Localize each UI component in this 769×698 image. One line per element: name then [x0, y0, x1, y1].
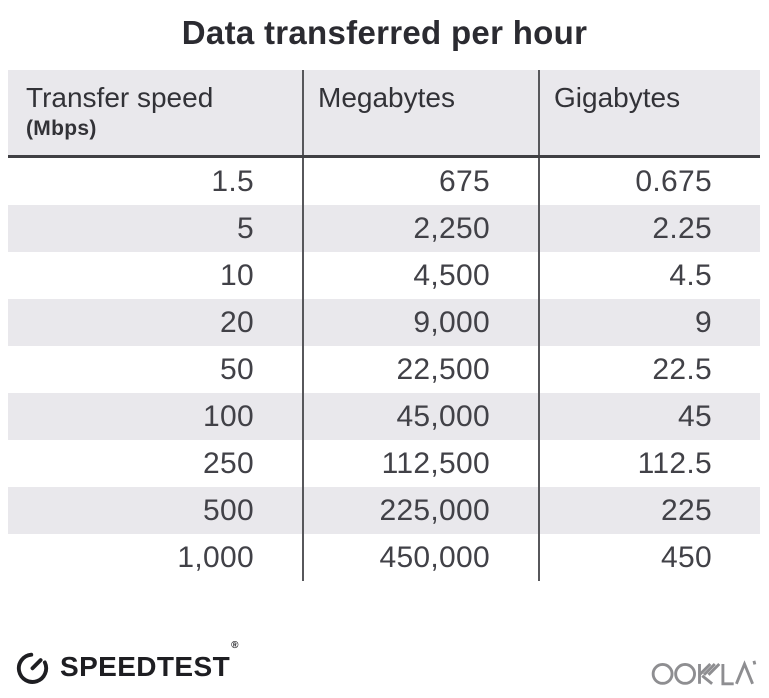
- table-cell: 112.5: [538, 440, 760, 487]
- table-cell: 4,500: [302, 252, 538, 299]
- table-cell: 22,500: [302, 346, 538, 393]
- column-header-label: Gigabytes: [554, 82, 681, 113]
- table-body: 1.5 675 0.675 5 2,250 2.25 10 4,500 4.5 20 9,000 9 5…: [8, 158, 760, 581]
- speedtest-gauge-icon: [14, 648, 51, 685]
- table-cell: 9: [538, 299, 760, 346]
- column-header-label: Transfer speed: [26, 82, 214, 113]
- table-row: 100 45,000 45: [8, 393, 760, 440]
- table-header-row: Transfer speed (Mbps) Megabytes Gigabyte…: [8, 70, 760, 158]
- table-cell: 45,000: [302, 393, 538, 440]
- column-header-transfer-speed: Transfer speed (Mbps): [8, 70, 302, 155]
- table-cell: 225: [538, 487, 760, 534]
- page-title: Data transferred per hour: [181, 14, 588, 51]
- table-row: 250 112,500 112.5: [8, 440, 760, 487]
- table-cell: 100: [203, 400, 254, 433]
- column-header-megabytes: Megabytes: [302, 70, 538, 155]
- table-cell: 2,250: [302, 205, 538, 252]
- table-cell: 5: [237, 212, 254, 245]
- table-cell: 4.5: [538, 252, 760, 299]
- table-cell: 250: [203, 447, 254, 480]
- table-cell: 500: [203, 494, 254, 527]
- table-row: 1,000 450,000 450: [8, 534, 760, 581]
- table-cell: 2.25: [538, 205, 760, 252]
- table-row: 50 22,500 22.5: [8, 346, 760, 393]
- table-row: 10 4,500 4.5: [8, 252, 760, 299]
- table-row: 500 225,000 225: [8, 487, 760, 534]
- table-cell: 10: [220, 259, 254, 292]
- speedtest-wordmark: SPEEDTEST®: [60, 639, 239, 682]
- ookla-logo: [650, 655, 758, 696]
- table-cell: 20: [220, 306, 254, 339]
- table-row: 1.5 675 0.675: [8, 158, 760, 205]
- column-header-unit: (Mbps): [26, 117, 97, 140]
- footer: SPEEDTEST®: [0, 639, 769, 696]
- table-cell: 9,000: [302, 299, 538, 346]
- table-cell: 0.675: [538, 158, 760, 205]
- registered-trademark-icon: ®: [231, 639, 239, 651]
- table-cell: 1.5: [211, 165, 254, 198]
- table-cell: 450,000: [302, 534, 538, 581]
- table-cell: 22.5: [538, 346, 760, 393]
- table-cell: 450: [538, 534, 760, 581]
- data-table: Transfer speed (Mbps) Megabytes Gigabyte…: [8, 70, 760, 581]
- table-cell: 225,000: [302, 487, 538, 534]
- table-row: 5 2,250 2.25: [8, 205, 760, 252]
- ookla-wordmark-icon: [651, 660, 757, 686]
- table-cell: 1,000: [177, 541, 254, 574]
- table-cell: 112,500: [302, 440, 538, 487]
- table-cell: 50: [220, 353, 254, 386]
- column-header-label: Megabytes: [318, 82, 455, 113]
- column-header-gigabytes: Gigabytes: [538, 70, 760, 155]
- table-cell: 675: [302, 158, 538, 205]
- speedtest-logo: SPEEDTEST®: [14, 639, 239, 685]
- table-cell: 45: [538, 393, 760, 440]
- table-row: 20 9,000 9: [8, 299, 760, 346]
